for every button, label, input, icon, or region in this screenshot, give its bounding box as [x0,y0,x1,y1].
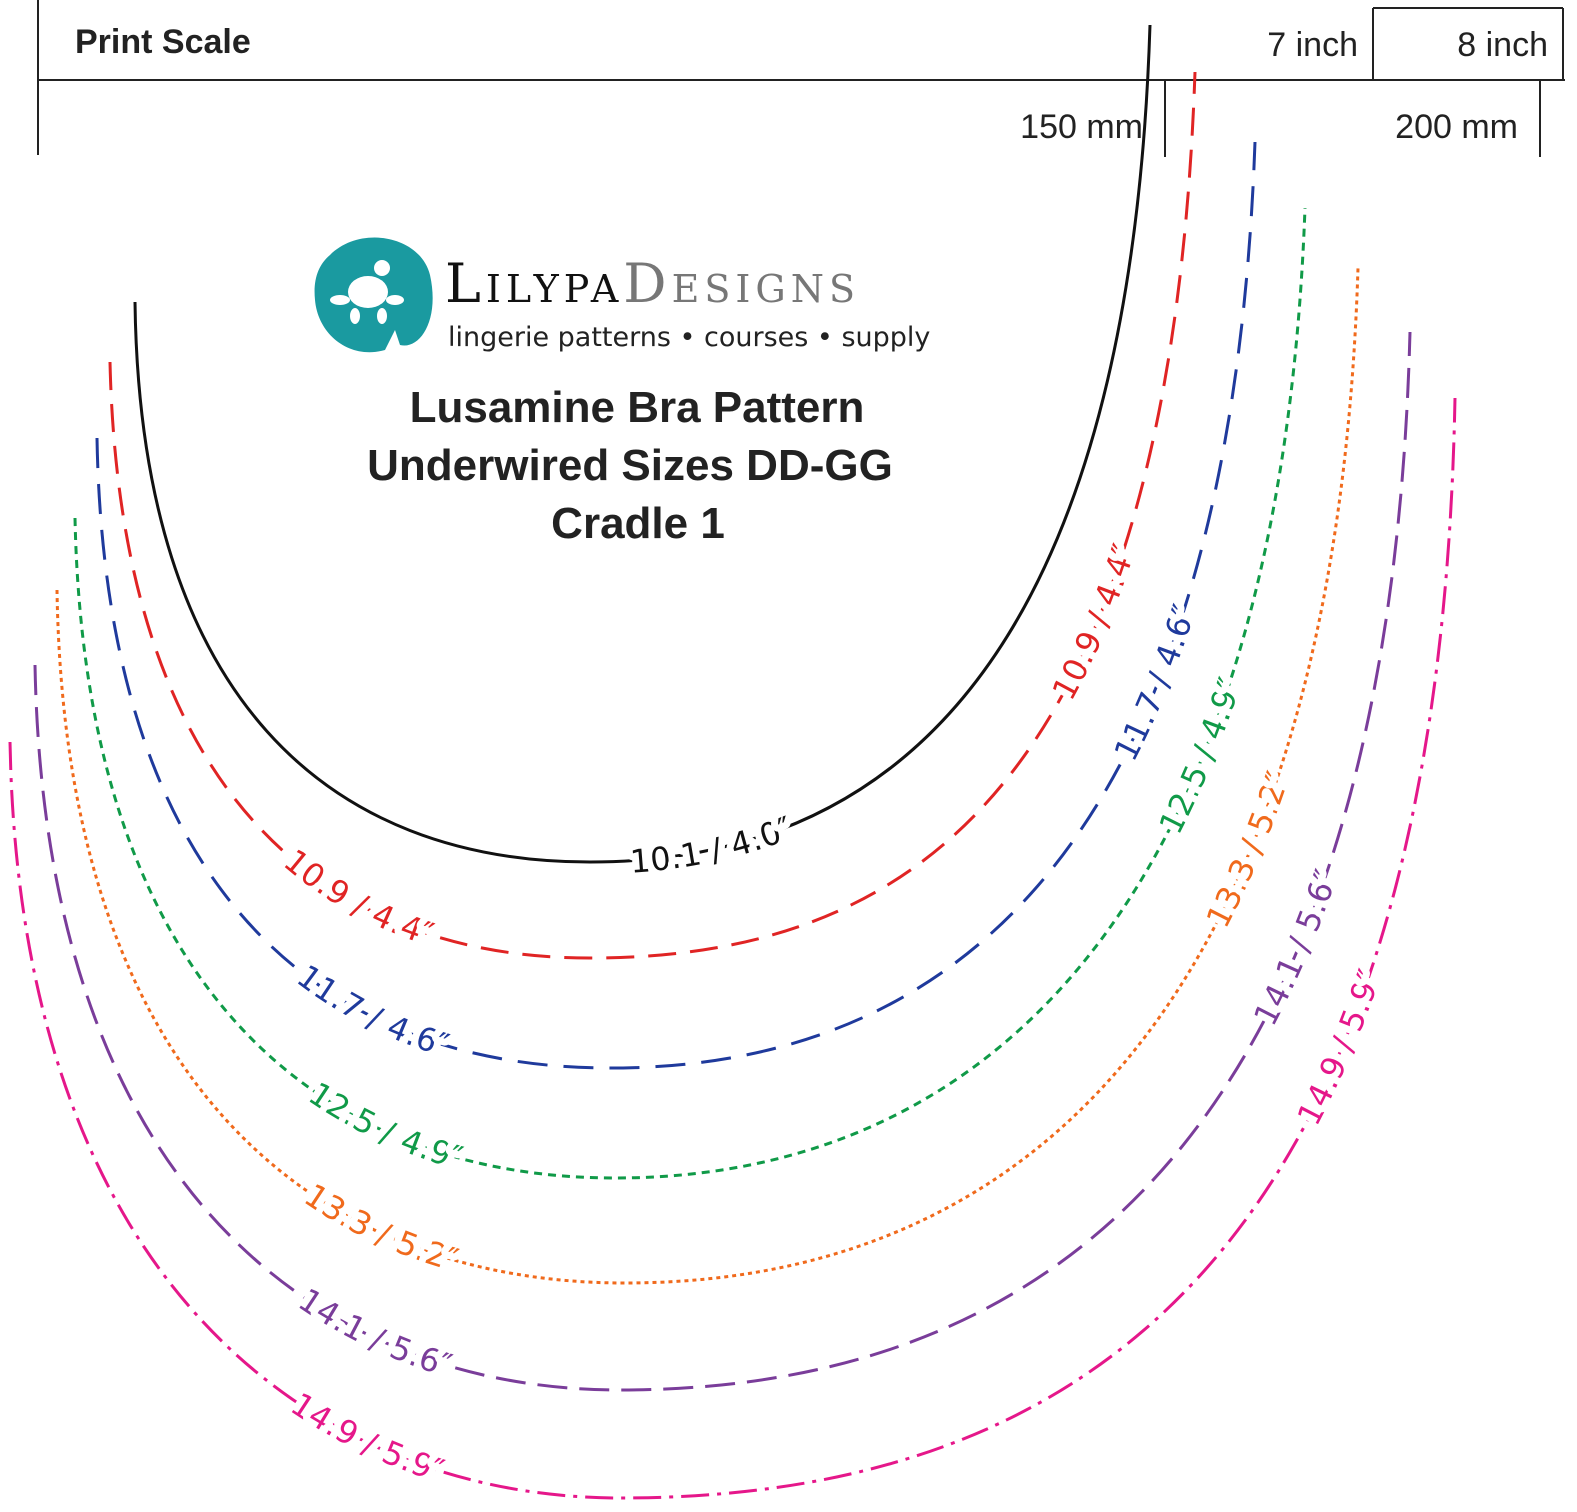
cradle-label: 11.7 / 4.6″ [290,957,454,1064]
cradle-label: 13.3 / 5.2″ [298,1176,463,1279]
cradle-line [133,24,1152,864]
cradle-label-text: 14.9 / 5.9″ [277,1378,456,1497]
cradle-line [108,71,1197,960]
cradle-label-text: 14.1 / 5.6″ [285,1274,464,1392]
title-line: Lusamine Bra Pattern [410,383,865,432]
cradle-label: 14.9 / 5.9″ [1290,965,1389,1132]
title-line: Cradle 1 [551,499,725,548]
mm-label: 200 mm [1395,108,1518,146]
cradle-label-text: 10.1 / 4.0″ [622,802,805,888]
cradle-label: 14.1 / 5.6″ [1246,865,1345,1032]
cradle-label-text: 11.7 / 4.6″ [283,950,461,1071]
cradle-label-text: 14.1 / 5.6″ [1239,858,1352,1039]
cradle-label-text: 13.3 / 5.2″ [1192,760,1305,941]
cradle-label-text: 13.3 / 5.2″ [291,1169,470,1286]
cradle-label: 10.9 / 4.4″ [1044,539,1143,706]
cradle-label: 10.9 / 4.4″ [277,841,439,953]
cradle-label: 12.5 / 4.9″ [302,1074,467,1177]
cradle-label: 13.3 / 5.2″ [1199,767,1298,934]
cradle-line [73,207,1307,1180]
cradle-line [95,141,1257,1070]
logo-name: LilypaDesigns [445,252,860,315]
cradle-line [55,267,1360,1285]
cradle-label: 10.1 / 4.0″ [629,809,798,881]
cradle-label: 14.1 / 5.6″ [292,1281,457,1385]
cradle-label: 14.9 / 5.9″ [284,1385,449,1490]
logo [314,237,433,353]
mm-label: 150 mm [1020,108,1143,146]
cradle-label-text: 14.9 / 5.9″ [1283,958,1396,1139]
inch-label: 7 inch [1267,26,1358,64]
cradle-line [8,397,1457,1500]
title-line: Underwired Sizes DD-GG [367,441,893,490]
inch-label: 8 inch [1457,26,1548,64]
logo-tagline: lingerie patterns • courses • supply [448,322,930,353]
cradle-label-text: 10.9 / 4.4″ [270,834,446,960]
cradle-label-text: 12.5 / 4.9″ [295,1067,474,1184]
logo-name-start: Lilypa [445,252,623,315]
cradle-line [33,331,1412,1392]
cradle-label-text: 10.9 / 4.4″ [1037,532,1150,713]
scale-title: Print Scale [75,23,251,61]
logo-name-end: Designs [623,252,860,315]
scale-lines [37,0,1565,157]
